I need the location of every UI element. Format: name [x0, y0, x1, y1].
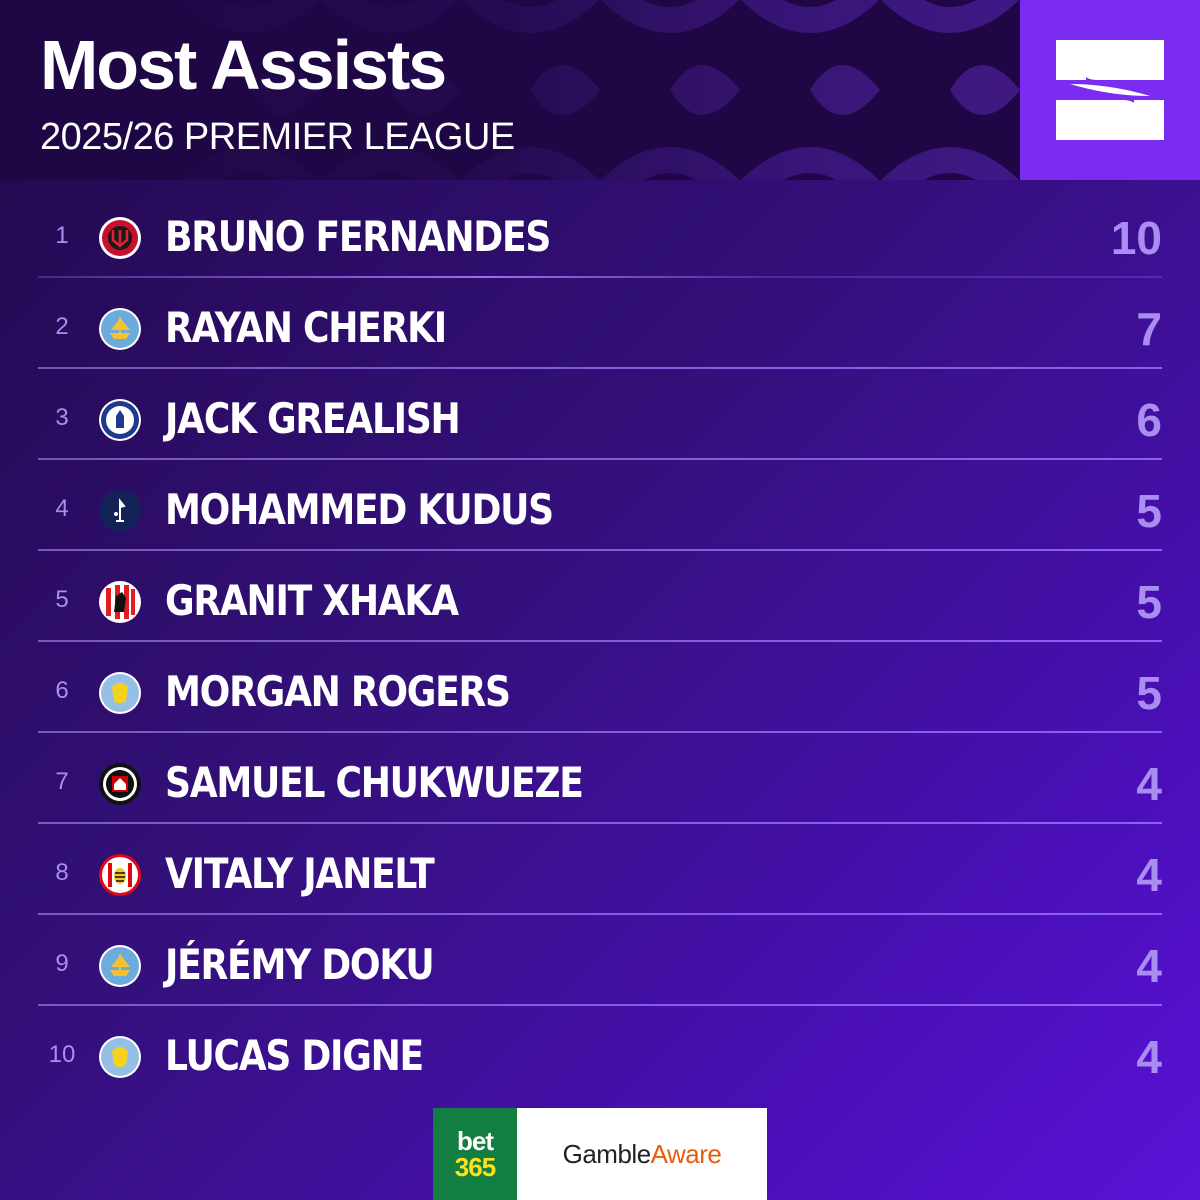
- row-divider: [38, 367, 1162, 369]
- table-row: 6 MORGAN ROGERS 5: [0, 649, 1200, 740]
- player-name: JACK GREALISH: [165, 394, 461, 443]
- row-divider: [38, 276, 1162, 278]
- gamble-text: Gamble: [562, 1138, 652, 1169]
- assists-value: 4: [1136, 1031, 1162, 1083]
- everton-crest-icon: [99, 399, 141, 441]
- assists-value: 10: [1110, 212, 1162, 264]
- player-name: BRUNO FERNANDES: [165, 212, 551, 261]
- player-name: JÉRÉMY DOKU: [165, 940, 435, 989]
- player-name: RAYAN CHERKI: [165, 303, 447, 352]
- rank-number: 1: [55, 222, 69, 249]
- table-row: 8 VITALY JANELT 4: [0, 831, 1200, 922]
- tottenham-crest-icon: [99, 490, 141, 532]
- page-title: Most Assists: [40, 26, 447, 104]
- aware-text: Aware: [650, 1138, 722, 1169]
- table-row: 1 BRUNO FERNANDES 10: [0, 194, 1200, 285]
- rank-number: 5: [55, 586, 69, 613]
- assists-value: 7: [1136, 303, 1162, 355]
- assists-value: 5: [1136, 485, 1162, 537]
- gambleaware-logo: Gamble Aware: [517, 1108, 767, 1200]
- rank-number: 10: [48, 1041, 76, 1068]
- player-name: VITALY JANELT: [165, 849, 435, 898]
- brand-logo: [1020, 0, 1200, 180]
- manchester-city-crest-icon: [99, 308, 141, 350]
- table-row: 2 RAYAN CHERKI 7: [0, 285, 1200, 376]
- manchester-city-crest-icon: [99, 945, 141, 987]
- player-name: MOHAMMED KUDUS: [165, 485, 554, 534]
- row-divider: [38, 1004, 1162, 1006]
- row-divider: [38, 640, 1162, 642]
- assists-table: 1 BRUNO FERNANDES 10 2 RAYAN CHERKI 7 3 …: [0, 194, 1200, 1104]
- row-divider: [38, 822, 1162, 824]
- table-row: 9 JÉRÉMY DOKU 4: [0, 922, 1200, 1013]
- assists-value: 6: [1136, 394, 1162, 446]
- fulham-crest-icon: [99, 763, 141, 805]
- header-banner: Most Assists 2025/26 PREMIER LEAGUE: [0, 0, 1020, 180]
- s-logo-icon: [1056, 40, 1164, 140]
- assists-value: 5: [1136, 667, 1162, 719]
- row-divider: [38, 731, 1162, 733]
- rank-number: 9: [55, 950, 69, 977]
- player-name: SAMUEL CHUKWUEZE: [165, 758, 584, 807]
- table-row: 10 LUCAS DIGNE 4: [0, 1013, 1200, 1104]
- assists-value: 4: [1136, 849, 1162, 901]
- table-row: 5 GRANIT XHAKA 5: [0, 558, 1200, 649]
- rank-number: 4: [55, 495, 69, 522]
- table-row: 7 SAMUEL CHUKWUEZE 4: [0, 740, 1200, 831]
- assists-value: 5: [1136, 576, 1162, 628]
- rank-number: 8: [55, 859, 69, 886]
- page-subtitle: 2025/26 PREMIER LEAGUE: [40, 116, 515, 158]
- assists-value: 4: [1136, 758, 1162, 810]
- brentford-crest-icon: [99, 854, 141, 896]
- rank-number: 6: [55, 677, 69, 704]
- sunderland-crest-icon: [99, 581, 141, 623]
- bet365-logo: bet 365: [433, 1108, 517, 1200]
- aston-villa-crest-icon: [99, 1036, 141, 1078]
- rank-number: 7: [55, 768, 69, 795]
- player-name: MORGAN ROGERS: [165, 667, 511, 716]
- manchester-united-crest-icon: [99, 217, 141, 259]
- player-name: GRANIT XHAKA: [165, 576, 459, 625]
- bet365-bottom-text: 365: [454, 1152, 496, 1182]
- bet365-top-text: bet: [457, 1126, 494, 1156]
- row-divider: [38, 458, 1162, 460]
- table-row: 4 MOHAMMED KUDUS 5: [0, 467, 1200, 558]
- row-divider: [38, 549, 1162, 551]
- assists-value: 4: [1136, 940, 1162, 992]
- aston-villa-crest-icon: [99, 672, 141, 714]
- rank-number: 3: [55, 404, 69, 431]
- rank-number: 2: [55, 313, 69, 340]
- player-name: LUCAS DIGNE: [165, 1031, 424, 1080]
- row-divider: [38, 913, 1162, 915]
- sponsor-banner: bet 365 Gamble Aware: [433, 1108, 767, 1200]
- table-row: 3 JACK GREALISH 6: [0, 376, 1200, 467]
